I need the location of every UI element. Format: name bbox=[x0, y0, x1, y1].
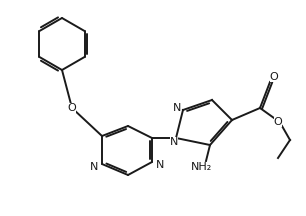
Text: O: O bbox=[274, 117, 282, 127]
Text: N: N bbox=[156, 160, 164, 170]
Text: O: O bbox=[270, 72, 278, 82]
Text: NH₂: NH₂ bbox=[191, 162, 213, 172]
Text: N: N bbox=[170, 137, 178, 147]
Text: N: N bbox=[90, 162, 98, 172]
Text: O: O bbox=[68, 103, 76, 113]
Text: N: N bbox=[173, 103, 181, 113]
